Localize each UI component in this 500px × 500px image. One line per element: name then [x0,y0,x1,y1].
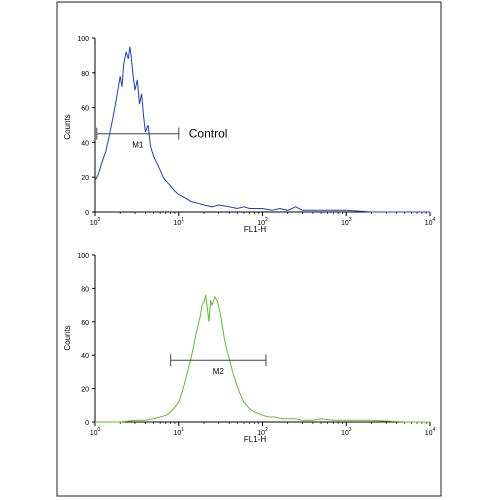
y-tick-label: 100 [77,36,89,43]
x-tick-label: 103 [341,217,352,227]
histogram-curve [95,294,430,423]
y-tick-label: 80 [81,71,89,78]
x-tick-label: 104 [425,217,436,227]
x-tick-label: 102 [257,217,268,227]
marker-label: M1 [132,141,144,150]
histogram-panel-control: 0 20 40 60 80 100 100 101 102 103 104 FL1-H Count… [63,36,436,234]
y-tick-label: 80 [81,286,89,293]
x-tick-label: 102 [257,427,268,437]
x-tick-label: 101 [173,427,184,437]
marker-label: M2 [213,367,225,376]
histogram-panel-sample: 0 20 40 60 80 100 100 101 102 103 104 FL1-H Count… [63,253,436,444]
x-tick-group: 100 101 102 103 104 [90,422,436,437]
histogram-curve [94,46,430,213]
x-axis-label: FL1-H [244,225,266,234]
marker-m2: M2 [170,354,267,376]
y-axis-label: Counts [63,114,72,139]
marker-annotation: Control [189,127,228,141]
y-tick-label: 40 [81,353,89,360]
x-tick-group: 100 101 102 103 104 [90,212,436,227]
marker-m1: M1 Control [96,127,228,150]
x-tick-label: 100 [90,217,101,227]
y-tick-label: 20 [81,175,89,182]
x-tick-label: 103 [341,427,352,437]
y-tick-label: 60 [81,320,89,327]
x-axis-label: FL1-H [244,435,266,444]
y-axis-label: Counts [63,325,72,350]
y-tick-label: 0 [85,420,89,427]
x-tick-label: 100 [90,427,101,437]
y-tick-label: 40 [81,140,89,147]
outer-frame [56,1,442,497]
x-tick-label: 101 [173,217,184,227]
y-tick-label: 60 [81,106,89,113]
y-tick-label: 20 [81,387,89,394]
y-tick-group: 0 20 40 60 80 100 [77,36,95,217]
x-tick-label: 104 [425,427,436,437]
y-tick-label: 0 [85,210,89,217]
y-tick-label: 100 [77,253,89,260]
